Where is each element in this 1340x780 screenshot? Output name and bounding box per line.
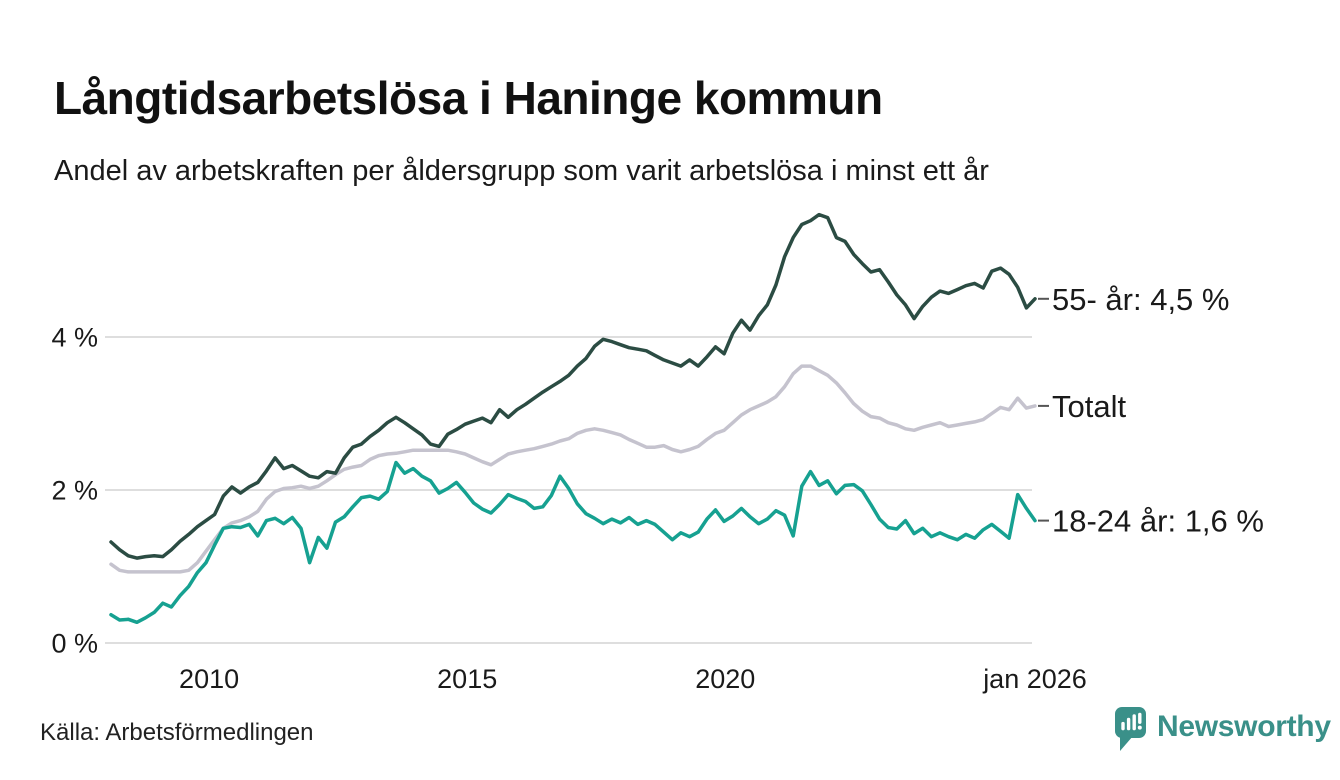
brand-name: Newsworthy: [1157, 710, 1331, 743]
series-line-totalt: [109, 364, 1037, 574]
x-tick-label: 2015: [437, 664, 497, 694]
newsworthy-logo-icon: [1115, 707, 1146, 751]
newsworthy-branding: Newsworthy: [1114, 706, 1331, 754]
x-tick-label: 2020: [695, 664, 755, 694]
logo-exclamation-dot: [1137, 725, 1142, 730]
series-end-label-55-ar: 55- år: 4,5 %: [1052, 282, 1229, 317]
y-tick-label: 0 %: [51, 629, 98, 659]
x-tick-label: jan 2026: [982, 664, 1087, 694]
x-tick-label: 2010: [179, 664, 239, 694]
chart-title: Långtidsarbetslösa i Haninge kommun: [54, 71, 883, 124]
series-line-55-ar: [109, 212, 1037, 560]
series-end-label-totalt: Totalt: [1052, 389, 1126, 424]
y-tick-label: 2 %: [51, 476, 98, 506]
source-note: Källa: Arbetsförmedlingen: [40, 719, 314, 746]
y-tick-label: 4 %: [51, 323, 98, 353]
chart-subtitle: Andel av arbetskraften per åldersgrupp s…: [54, 155, 989, 187]
series-line-18-24-ar: [109, 460, 1037, 625]
series-end-label-18-24-ar: 18-24 år: 1,6 %: [1052, 504, 1264, 539]
